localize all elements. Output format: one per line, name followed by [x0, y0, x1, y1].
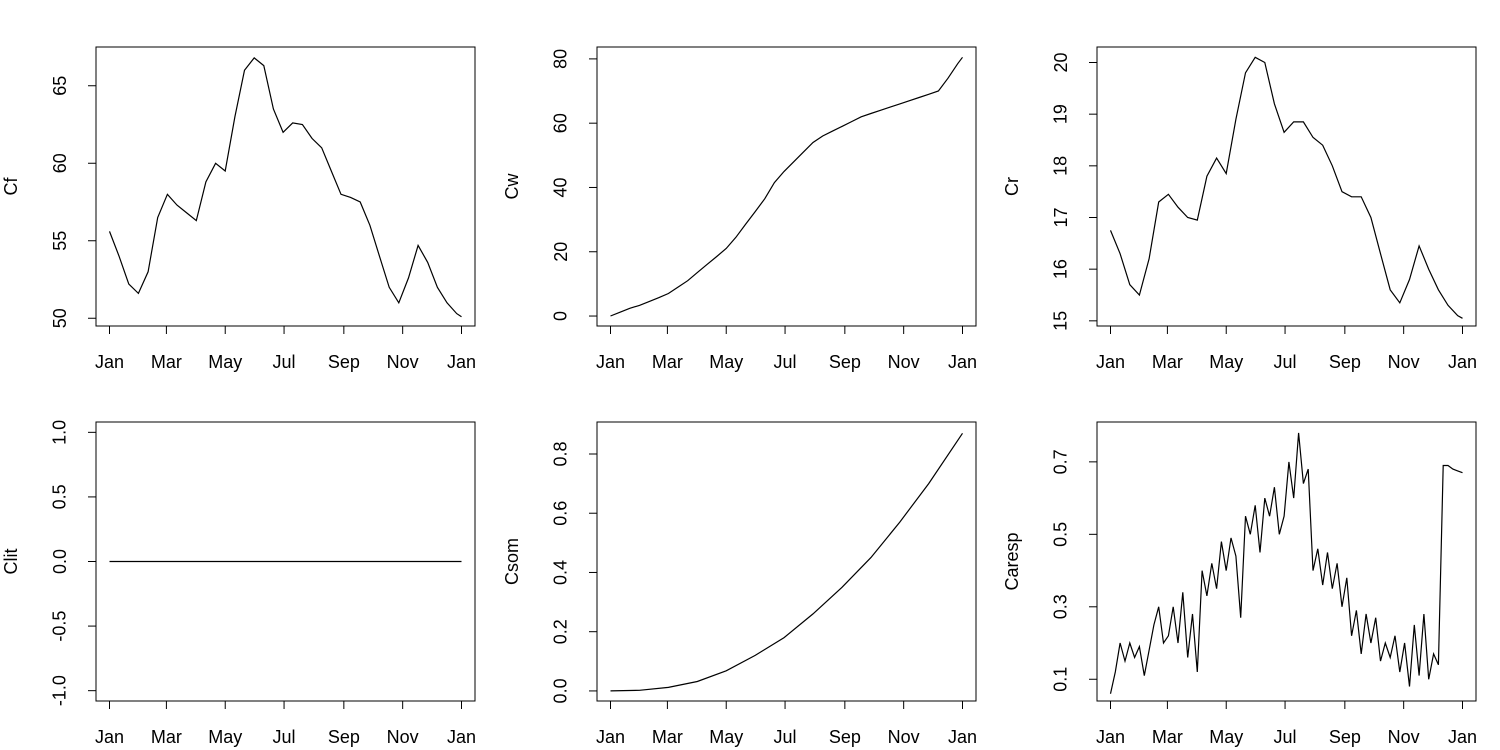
y-axis-title: Cw	[502, 173, 522, 200]
x-tick-label: Jan	[1096, 352, 1125, 372]
plot-frame	[596, 46, 977, 327]
y-tick-label: 0.1	[1051, 667, 1071, 692]
x-tick-label: Jan	[95, 352, 124, 372]
y-tick-label: 0.7	[1051, 449, 1071, 474]
x-tick-label: Sep	[328, 352, 360, 372]
x-tick-label: Jan	[95, 727, 124, 747]
y-tick-label: 65	[50, 76, 70, 96]
y-tick-label: 80	[551, 49, 571, 69]
panel: Jan Mar May Jul Sep Nov Jan 50 55 60 65 Cf	[1, 46, 476, 372]
x-tick-label: May	[709, 352, 743, 372]
y-tick-label: 60	[551, 113, 571, 133]
plot-frame	[596, 421, 977, 702]
panel: Jan Mar May Jul Sep Nov Jan 0.1 0.3 0.5 0.7 Caresp	[1002, 421, 1477, 747]
x-tick-label: Sep	[328, 727, 360, 747]
y-tick-label: -1.0	[50, 675, 70, 706]
x-tick-label: Jan	[596, 727, 625, 747]
x-tick-label: Jan	[1448, 727, 1477, 747]
y-tick-label: 0.3	[1051, 594, 1071, 619]
y-tick-label: 20	[551, 242, 571, 262]
x-tick-label: Sep	[1329, 352, 1361, 372]
y-tick-label: 0.8	[551, 441, 571, 466]
x-tick-label: Nov	[1388, 727, 1420, 747]
x-tick-label: Jul	[774, 352, 797, 372]
x-tick-label: Nov	[888, 727, 920, 747]
x-tick-label: Jan	[948, 727, 977, 747]
y-tick-label: 15	[1051, 311, 1071, 331]
x-tick-label: Nov	[387, 352, 419, 372]
y-tick-label: 20	[1051, 52, 1071, 72]
y-tick-label: 0.2	[551, 619, 571, 644]
x-tick-label: Jan	[447, 727, 476, 747]
data-line	[108, 57, 462, 318]
x-tick-label: May	[1209, 727, 1243, 747]
x-tick-label: May	[709, 727, 743, 747]
y-tick-label: -0.5	[50, 611, 70, 642]
y-tick-label: 55	[50, 231, 70, 251]
data-line	[610, 432, 963, 692]
x-tick-label: Jan	[1448, 352, 1477, 372]
y-tick-label: 0	[551, 311, 571, 321]
x-tick-label: Mar	[151, 352, 182, 372]
x-tick-label: May	[208, 352, 242, 372]
plot-frame	[95, 46, 476, 327]
x-tick-label: Mar	[652, 352, 683, 372]
y-axis-title: Cf	[1, 177, 21, 196]
y-tick-label: 0.4	[551, 560, 571, 585]
x-tick-label: Jul	[273, 352, 296, 372]
y-tick-label: 40	[551, 177, 571, 197]
y-tick-label: 17	[1051, 207, 1071, 227]
y-axis-title: Csom	[502, 538, 522, 585]
plot-frame	[1096, 421, 1477, 702]
x-tick-label: Jul	[774, 727, 797, 747]
y-tick-label: 16	[1051, 259, 1071, 279]
x-tick-label: Jul	[1274, 352, 1297, 372]
x-tick-label: Sep	[829, 727, 861, 747]
data-line	[1109, 432, 1463, 694]
x-tick-label: Jul	[273, 727, 296, 747]
y-tick-label: 0.5	[1051, 522, 1071, 547]
x-tick-label: May	[1209, 352, 1243, 372]
x-tick-label: Sep	[829, 352, 861, 372]
y-tick-label: 0.5	[50, 484, 70, 509]
x-tick-label: Sep	[1329, 727, 1361, 747]
y-tick-label: 18	[1051, 156, 1071, 176]
y-tick-label: 60	[50, 153, 70, 173]
data-line	[1109, 56, 1463, 319]
y-tick-label: 0.0	[551, 678, 571, 703]
x-tick-label: Nov	[1388, 352, 1420, 372]
data-line	[610, 56, 963, 317]
panel: Jan Mar May Jul Sep Nov Jan 15 16 17 18 19 20 Cr	[1002, 46, 1477, 372]
x-tick-label: Mar	[151, 727, 182, 747]
x-tick-label: Nov	[888, 352, 920, 372]
y-axis-title: Clit	[1, 549, 21, 575]
x-tick-label: Jan	[1096, 727, 1125, 747]
x-tick-label: Jan	[948, 352, 977, 372]
y-tick-label: 50	[50, 308, 70, 328]
x-tick-label: May	[208, 727, 242, 747]
x-tick-label: Mar	[652, 727, 683, 747]
y-axis-title: Caresp	[1002, 532, 1022, 590]
y-tick-label: 1.0	[50, 420, 70, 445]
y-tick-label: 0.0	[50, 549, 70, 574]
plot-frame	[1096, 46, 1477, 327]
panel: Jan Mar May Jul Sep Nov Jan -1.0 -0.5 0.0 0.5 1.0 Cl…	[1, 420, 476, 747]
x-tick-label: Nov	[387, 727, 419, 747]
x-tick-label: Jul	[1274, 727, 1297, 747]
x-tick-label: Jan	[596, 352, 625, 372]
x-tick-label: Mar	[1152, 727, 1183, 747]
x-tick-label: Mar	[1152, 352, 1183, 372]
panel: Jan Mar May Jul Sep Nov Jan 0 20 40 60 80 Cw	[502, 46, 977, 372]
x-tick-label: Jan	[447, 352, 476, 372]
y-tick-label: 19	[1051, 104, 1071, 124]
y-axis-title: Cr	[1002, 177, 1022, 196]
panel: Jan Mar May Jul Sep Nov Jan 0.0 0.2 0.4 0.6 0.8 Csom	[502, 421, 977, 747]
y-tick-label: 0.6	[551, 501, 571, 526]
